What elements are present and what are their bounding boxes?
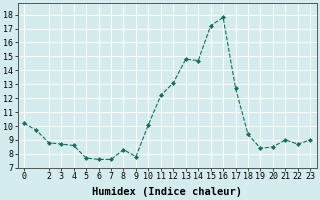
X-axis label: Humidex (Indice chaleur): Humidex (Indice chaleur)	[92, 186, 242, 197]
